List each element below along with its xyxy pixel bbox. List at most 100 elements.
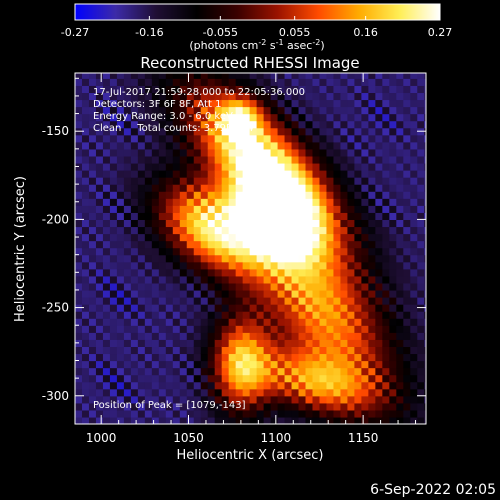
heatmap-cell — [95, 325, 104, 333]
heatmap-cell — [263, 205, 272, 213]
heatmap-cell — [382, 141, 390, 150]
heatmap-cell — [158, 198, 167, 206]
heatmap-cell — [340, 106, 349, 115]
heatmap-cell — [116, 177, 125, 185]
heatmap-cell — [354, 184, 362, 192]
heatmap-cell — [88, 106, 97, 115]
heatmap-cell — [102, 120, 111, 129]
heatmap-cell — [291, 254, 300, 263]
heatmap-cell — [123, 353, 132, 362]
heatmap-cell — [172, 240, 181, 249]
heatmap-cell — [130, 113, 139, 122]
heatmap-cell — [179, 191, 188, 199]
heatmap-cell — [130, 346, 139, 355]
heatmap-cell — [116, 205, 125, 213]
heatmap-cell — [228, 360, 237, 369]
heatmap-cell — [389, 205, 397, 213]
heatmap-cell — [235, 127, 244, 136]
heatmap-cell — [389, 78, 397, 86]
heatmap-cell — [368, 191, 376, 199]
heatmap-cell — [144, 346, 153, 355]
heatmap-cell — [221, 311, 230, 319]
heatmap-cell — [81, 268, 90, 277]
heatmap-cell — [179, 205, 188, 213]
heatmap-cell — [116, 275, 125, 284]
heatmap-cell — [137, 240, 146, 249]
heatmap-cell — [144, 360, 153, 369]
heatmap-cell — [417, 184, 425, 192]
heatmap-cell — [116, 381, 125, 390]
heatmap-cell — [319, 416, 328, 424]
heatmap-cell — [389, 148, 397, 157]
heatmap-cell — [256, 106, 265, 115]
heatmap-cell — [417, 311, 425, 319]
heatmap-cell — [200, 148, 209, 157]
heatmap-cell — [396, 339, 404, 347]
heatmap-cell — [298, 416, 307, 424]
heatmap-cell — [291, 261, 300, 270]
heatmap-cell — [389, 289, 397, 298]
heatmap-cell — [396, 78, 404, 86]
heatmap-cell — [221, 282, 230, 291]
heatmap-cell — [256, 99, 265, 108]
heatmap-cell — [389, 381, 397, 390]
heatmap-cell — [242, 416, 251, 424]
heatmap-cell — [347, 162, 356, 171]
heatmap-cell — [75, 141, 83, 150]
heatmap-cell — [151, 282, 160, 291]
heatmap-cell — [75, 388, 83, 397]
heatmap-cell — [137, 127, 146, 136]
heatmap-cell — [298, 92, 307, 101]
heatmap-cell — [347, 73, 356, 79]
heatmap-cell — [137, 226, 146, 235]
heatmap-cell — [158, 78, 167, 86]
heatmap-cell — [165, 240, 174, 249]
heatmap-cell — [123, 162, 132, 171]
heatmap-cell — [298, 297, 307, 305]
heatmap-cell — [277, 311, 286, 319]
heatmap-cell — [312, 141, 321, 150]
heatmap-cell — [88, 184, 97, 192]
heatmap-cell — [333, 275, 342, 284]
heatmap-cell — [312, 127, 321, 136]
heatmap-cell — [81, 73, 90, 79]
heatmap-cell — [396, 282, 404, 291]
heatmap-cell — [291, 318, 300, 326]
heatmap-cell — [249, 282, 258, 291]
heatmap-cell — [186, 282, 195, 291]
heatmap-cell — [186, 304, 195, 312]
heatmap-cell — [116, 134, 125, 143]
heatmap-cell — [375, 233, 383, 242]
heatmap-cell — [200, 395, 209, 404]
heatmap-cell — [214, 240, 223, 249]
heatmap-cell — [347, 360, 356, 369]
heatmap-cell — [368, 92, 376, 101]
heatmap-cell — [235, 332, 244, 340]
heatmap-cell — [403, 219, 411, 228]
heatmap-cell — [382, 170, 390, 178]
heatmap-cell — [249, 318, 258, 326]
heatmap-cell — [137, 360, 146, 369]
y-tick-label: -150 — [42, 124, 69, 138]
heatmap-cell — [207, 409, 216, 418]
heatmap-cell — [109, 92, 118, 101]
heatmap-cell — [424, 162, 426, 171]
heatmap-cell — [389, 212, 397, 220]
heatmap-cell — [382, 106, 390, 115]
heatmap-cell — [186, 374, 195, 383]
heatmap-cell — [417, 289, 425, 298]
heatmap-cell — [403, 99, 411, 108]
heatmap-cell — [256, 311, 265, 319]
heatmap-cell — [312, 367, 321, 376]
heatmap-cell — [221, 240, 230, 249]
heatmap-cell — [263, 409, 272, 418]
heatmap-cell — [75, 297, 83, 305]
heatmap-cell — [382, 78, 390, 86]
heatmap-cell — [298, 247, 307, 256]
heatmap-cell — [277, 402, 286, 411]
heatmap-cell — [361, 395, 369, 404]
heatmap-cell — [270, 339, 279, 347]
heatmap-cell — [256, 226, 265, 235]
heatmap-cell — [109, 226, 118, 235]
heatmap-cell — [277, 282, 286, 291]
